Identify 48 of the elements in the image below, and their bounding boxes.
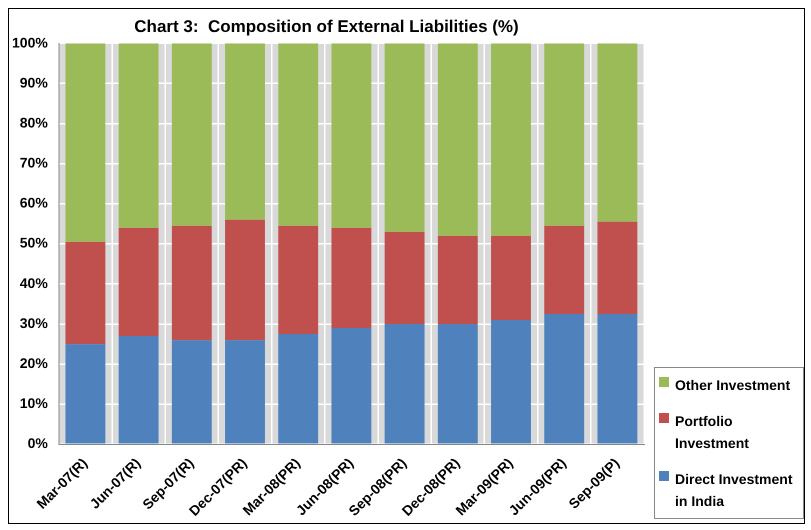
y-tick-label: 20% <box>20 354 48 371</box>
legend-label: Direct Investment in India <box>675 470 794 511</box>
y-tick-label: 50% <box>20 234 48 251</box>
bar <box>597 314 638 444</box>
bar <box>491 43 531 236</box>
y-tick-label: 40% <box>20 274 48 291</box>
bar <box>65 344 106 444</box>
bar <box>118 336 159 444</box>
bar <box>118 43 159 228</box>
bar <box>597 222 638 314</box>
y-tick-label: 10% <box>20 395 48 412</box>
chart-title: Chart 3: Composition of External Liabilities (%) <box>134 16 519 36</box>
bar <box>438 324 478 444</box>
bar <box>65 43 106 242</box>
bar <box>331 228 372 328</box>
bar <box>491 320 531 444</box>
bar <box>438 236 478 324</box>
bar <box>438 43 478 236</box>
bar <box>278 226 318 334</box>
bar <box>118 228 159 336</box>
bar <box>384 43 425 232</box>
bar <box>331 328 372 444</box>
bar <box>172 226 212 340</box>
y-tick-label: 100% <box>12 34 48 50</box>
y-tick-label: 60% <box>20 194 48 211</box>
bar <box>225 43 265 220</box>
bar <box>491 236 531 320</box>
bar <box>65 242 106 344</box>
bar <box>278 334 318 444</box>
bar <box>544 226 584 314</box>
bar <box>597 43 638 222</box>
bar <box>225 220 265 340</box>
y-tick-label: 90% <box>20 74 48 90</box>
legend-label: Portfolio Investment <box>675 412 750 453</box>
legend-label: Other Investment <box>675 376 790 395</box>
bar <box>172 340 212 444</box>
y-tick-label: 80% <box>20 114 48 130</box>
bar <box>384 232 425 324</box>
bar <box>225 340 265 444</box>
bar <box>384 324 425 444</box>
y-tick-label: 0% <box>28 435 48 452</box>
bar <box>278 43 318 226</box>
bar <box>544 43 584 226</box>
bar <box>172 43 212 226</box>
y-tick-label: 70% <box>20 154 48 171</box>
y-tick-label: 30% <box>20 314 48 331</box>
bar <box>544 314 584 444</box>
bar <box>331 43 372 228</box>
